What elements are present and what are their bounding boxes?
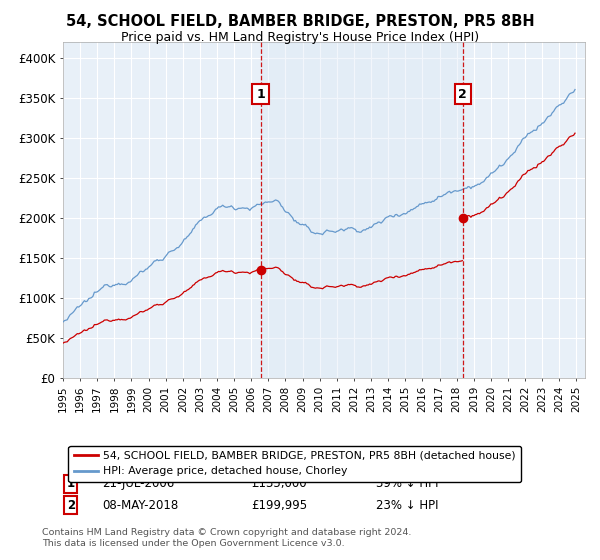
Text: 1: 1 xyxy=(256,87,265,100)
Text: 23% ↓ HPI: 23% ↓ HPI xyxy=(376,498,439,511)
Legend: 54, SCHOOL FIELD, BAMBER BRIDGE, PRESTON, PR5 8BH (detached house), HPI: Average: 54, SCHOOL FIELD, BAMBER BRIDGE, PRESTON… xyxy=(68,446,521,482)
Text: Contains HM Land Registry data © Crown copyright and database right 2024.
This d: Contains HM Land Registry data © Crown c… xyxy=(42,528,412,548)
Text: 54, SCHOOL FIELD, BAMBER BRIDGE, PRESTON, PR5 8BH: 54, SCHOOL FIELD, BAMBER BRIDGE, PRESTON… xyxy=(65,14,535,29)
Text: 21-JUL-2006: 21-JUL-2006 xyxy=(102,477,175,491)
Text: 08-MAY-2018: 08-MAY-2018 xyxy=(102,498,178,511)
Bar xyxy=(260,42,463,378)
Text: £199,995: £199,995 xyxy=(251,498,307,511)
Text: 2: 2 xyxy=(67,498,75,511)
Text: 39% ↓ HPI: 39% ↓ HPI xyxy=(376,477,439,491)
Text: Price paid vs. HM Land Registry's House Price Index (HPI): Price paid vs. HM Land Registry's House … xyxy=(121,31,479,44)
Text: 2: 2 xyxy=(458,87,467,100)
Text: 1: 1 xyxy=(67,477,75,491)
Text: £135,000: £135,000 xyxy=(251,477,307,491)
